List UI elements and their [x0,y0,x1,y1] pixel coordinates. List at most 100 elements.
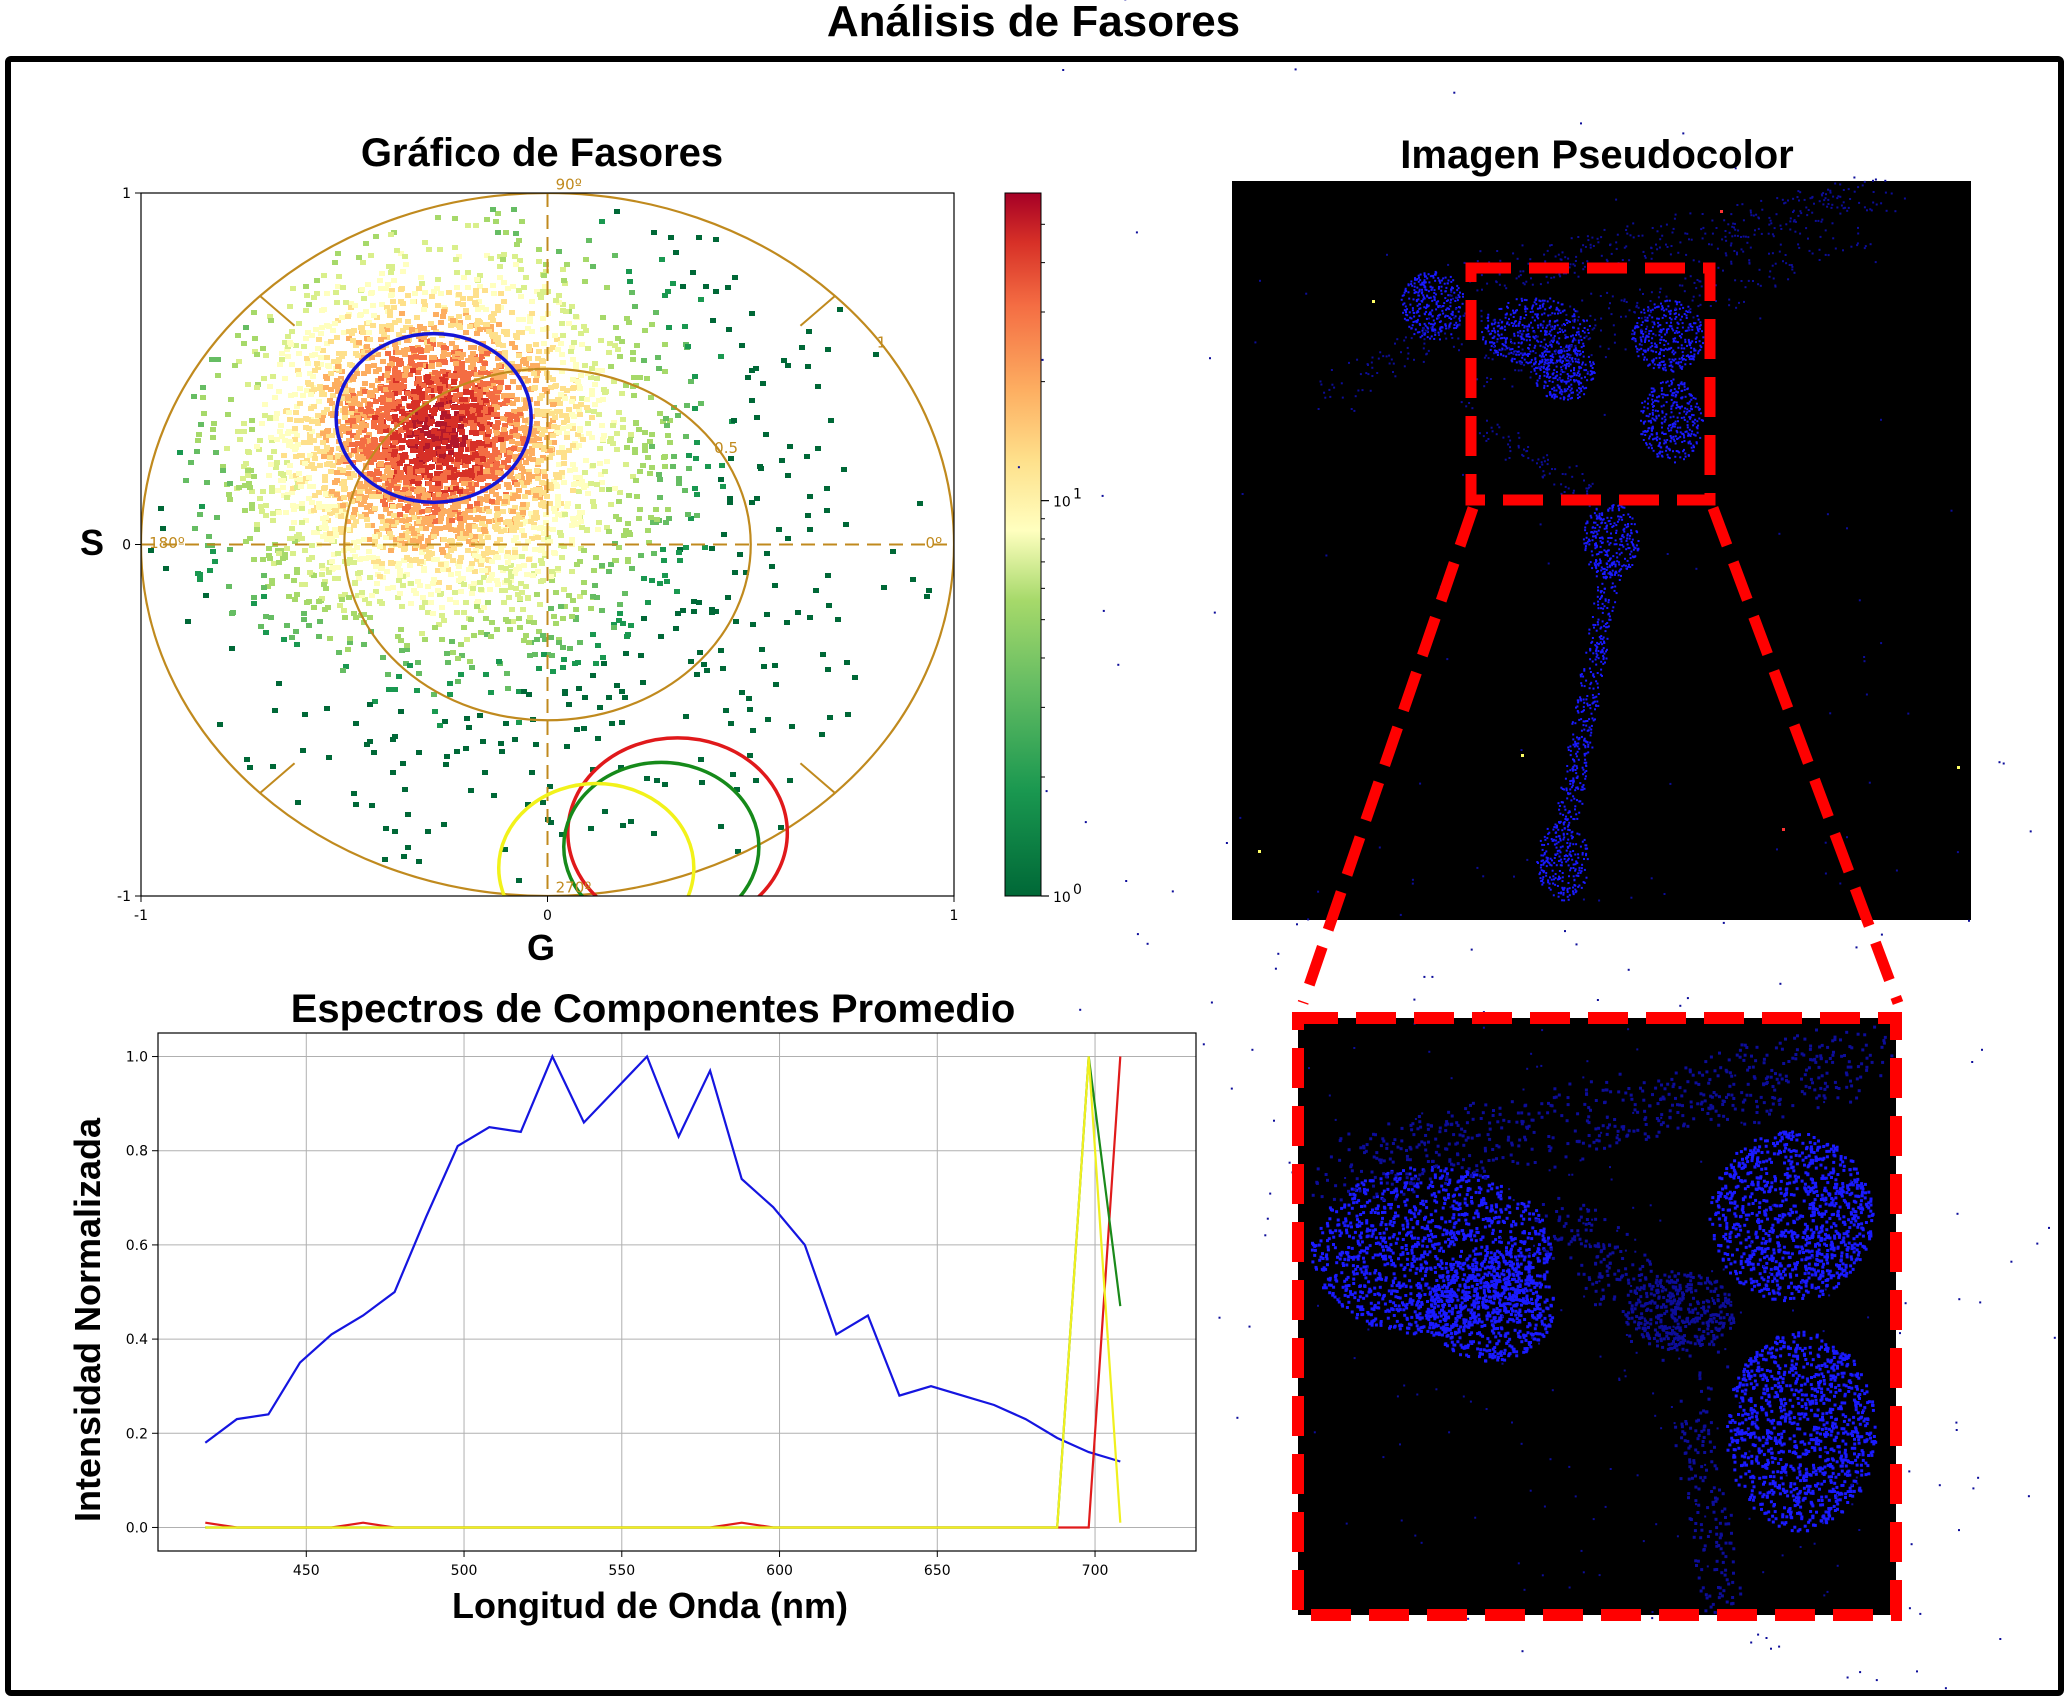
density-pixel [416,334,422,339]
density-pixel [383,428,389,433]
density-pixel [655,355,661,360]
density-pixel [458,427,464,432]
cell-dot [1523,338,1526,341]
cell-dot [1561,390,1564,393]
density-pixel [479,568,485,573]
cell-dot [1544,308,1547,311]
density-pixel [403,325,409,330]
density-pixel [606,529,612,534]
density-pixel [550,433,556,438]
density-pixel [723,708,729,713]
cell-dot [1430,288,1433,291]
density-pixel [356,496,362,501]
density-pixel [535,569,541,574]
density-pixel [274,411,280,416]
density-pixel [688,379,694,384]
density-pixel [327,511,333,516]
density-pixel [570,516,576,521]
density-pixel [330,328,336,333]
cell-dot [1423,272,1426,275]
cell-dot [1576,393,1579,396]
density-pixel [566,448,572,453]
density-pixel [401,854,407,859]
cell-dot [1422,296,1425,299]
density-pixel [451,435,457,440]
cell-dot [1581,385,1584,388]
density-pixel [754,415,760,420]
cell-dot [1539,330,1542,333]
density-pixel [417,419,423,424]
density-pixel [270,518,276,523]
density-pixel [419,281,425,286]
density-pixel [399,533,405,538]
cell-dot [1450,333,1453,336]
density-pixel [500,343,506,348]
density-pixel [428,364,434,369]
density-pixel [282,376,288,381]
density-pixel [820,652,826,657]
density-pixel [507,474,513,479]
density-pixel [306,623,312,628]
cell-dot [1545,343,1547,346]
density-pixel [392,470,398,475]
cell-dot [1547,314,1550,317]
density-pixel [258,624,264,629]
density-pixel [600,437,606,442]
density-pixel [615,347,621,352]
density-pixel [505,385,511,390]
density-pixel [394,248,400,253]
cell-dot [1458,306,1461,308]
cell-dot [1528,361,1531,364]
density-pixel [519,330,525,335]
density-pixel [677,547,683,552]
density-pixel [745,375,751,380]
density-pixel [378,397,384,402]
density-pixel [414,688,420,693]
cell-dot [1495,349,1498,352]
density-pixel [555,425,561,430]
density-pixel [533,378,539,383]
density-pixel [245,468,251,473]
density-pixel [498,437,504,442]
cell-dot [1533,301,1536,304]
cell-dot [1541,358,1544,361]
density-pixel [435,431,441,436]
density-pixel [453,361,459,366]
density-pixel [369,523,375,528]
density-pixel [316,505,322,510]
density-pixel [542,474,548,479]
cell-dot [1441,326,1444,329]
density-pixel [649,432,655,437]
density-pixel [676,550,682,555]
density-pixel [526,417,532,422]
density-pixel [425,343,431,348]
cell-dot [1447,294,1450,297]
cell-dot [1416,286,1419,289]
density-pixel [671,454,677,459]
density-pixel [536,666,542,671]
density-pixel [367,482,373,487]
density-pixel [365,356,371,361]
density-pixel [493,428,499,433]
density-pixel [514,397,520,402]
density-pixel [540,800,546,805]
density-pixel [554,484,560,489]
density-pixel [637,469,643,474]
density-pixel [337,603,343,608]
cell-dot [1432,328,1435,331]
cell-dot [1565,389,1568,392]
density-pixel [460,460,466,465]
density-pixel [251,474,257,479]
density-pixel [630,384,636,389]
density-pixel [241,341,247,346]
density-pixel [440,415,446,420]
density-pixel [510,284,516,289]
density-pixel [560,302,566,307]
density-pixel [407,663,413,668]
density-pixel [479,539,485,544]
density-pixel [558,604,564,609]
density-pixel [268,435,274,440]
density-pixel [337,459,343,464]
cell-dot [1573,320,1576,323]
